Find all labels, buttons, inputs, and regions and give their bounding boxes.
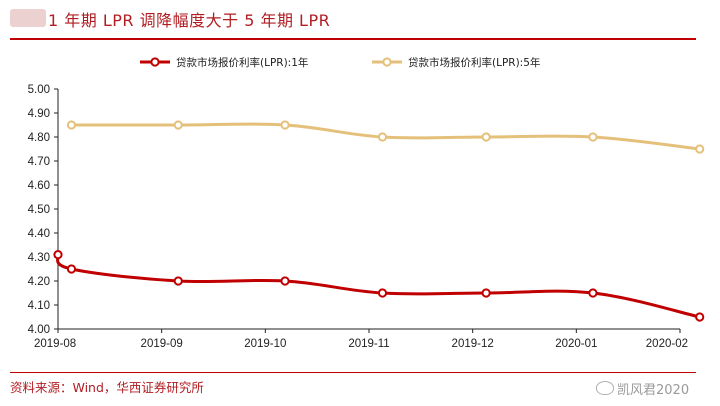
watermark: 凯风君2020 [596, 379, 689, 398]
y-tick-label: 5.00 [28, 84, 50, 96]
series-2-point [481, 132, 491, 142]
y-tick-label: 4.30 [28, 252, 50, 264]
y-tick-label: 4.80 [28, 132, 50, 144]
x-tick-label: 2019-11 [348, 338, 389, 350]
y-tick-label: 4.70 [28, 156, 50, 168]
series-1-point [173, 276, 183, 286]
y-tick-label: 4.90 [28, 108, 50, 120]
x-tick-label: 2019-09 [141, 338, 183, 350]
y-tick-label: 4.40 [28, 228, 50, 240]
legend-label-1: 贷款市场报价利率(LPR):1年 [176, 56, 308, 69]
weibo-icon [596, 381, 614, 395]
series-1-point [695, 312, 705, 322]
chart-title: 1 年期 LPR 调降幅度大于 5 年期 LPR [48, 11, 331, 30]
series-2-point [280, 120, 290, 130]
axes: 4.00 4.10 4.20 4.30 4.40 4.50 4.60 4.70 4.80 4.90… [28, 84, 688, 350]
footer-divider [10, 372, 696, 373]
title-divider [10, 38, 696, 40]
y-tick-label: 4.50 [28, 204, 50, 216]
series-layer [53, 120, 705, 322]
series-1-point [481, 288, 491, 298]
series-2-point [377, 132, 388, 142]
series-2-point [173, 120, 183, 130]
y-tick-label: 4.10 [28, 300, 50, 312]
y-tick-label: 4.20 [28, 276, 50, 288]
line-chart: 贷款市场报价利率(LPR):1年 贷款市场报价利率(LPR):5年 4.00 4.1… [28, 56, 705, 350]
y-tick-label: 4.00 [28, 324, 50, 336]
series-line-1 [56, 253, 702, 319]
watermark-text: 凯风君2020 [617, 383, 690, 398]
x-tick-label: 2019-12 [452, 338, 494, 350]
x-tick-label: 2020-01 [555, 338, 597, 350]
x-tick-label: 2019-10 [244, 338, 286, 350]
series-1-point [280, 276, 290, 286]
series-1-point [53, 250, 63, 260]
x-tick-label: 2020-02 [646, 338, 688, 350]
legend-label-2: 贷款市场报价利率(LPR):5年 [408, 56, 540, 69]
series-2-point [695, 144, 705, 154]
legend: 贷款市场报价利率(LPR):1年 贷款市场报价利率(LPR):5年 [140, 56, 540, 69]
legend-swatch-marker-1 [150, 57, 160, 67]
redacted-logo [10, 9, 46, 27]
series-1-point [66, 264, 77, 274]
chart-header: 1 年期 LPR 调降幅度大于 5 年期 LPR [0, 0, 720, 38]
y-tick-label: 4.60 [28, 180, 50, 192]
series-1-point [377, 288, 388, 298]
source-note: 资料来源：Wind，华西证券研究所 [10, 380, 204, 395]
series-2-point [588, 132, 598, 142]
legend-swatch-marker-2 [382, 57, 392, 67]
series-1-point [588, 288, 598, 298]
x-tick-label: 2019-08 [34, 338, 76, 350]
series-2-point [66, 120, 77, 130]
